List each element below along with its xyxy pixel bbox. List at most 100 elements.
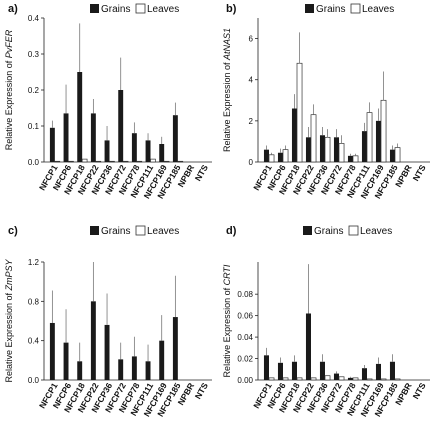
y-axis-label: Relative Expression of ZmPSY	[4, 258, 14, 382]
y-axis-label-prefix: Relative Expression of	[4, 290, 14, 382]
y-axis-label-gene: AtNAS1	[222, 28, 232, 61]
bar-grains	[77, 361, 83, 380]
y-tick-label: 0.00	[237, 376, 253, 385]
bar-leaves	[338, 376, 345, 381]
bar-grains	[277, 362, 283, 380]
panel-label: a)	[8, 3, 18, 15]
y-tick-label: 0.1	[28, 122, 40, 131]
bar-grains	[118, 90, 124, 162]
panel-label: b)	[226, 3, 237, 15]
y-axis-label-prefix: Relative Expression of	[222, 60, 232, 152]
bar-leaves	[394, 378, 401, 381]
y-tick-label: 6	[249, 35, 254, 44]
bar-leaves	[324, 375, 331, 381]
legend-swatch-leaves	[135, 225, 146, 236]
bar-grains	[49, 322, 55, 380]
y-axis-label-gene: PvFER	[4, 29, 14, 58]
bar-grains	[319, 135, 325, 162]
x-tick-label: NTS	[193, 163, 210, 183]
bar-grains	[333, 373, 339, 380]
bar-grains	[333, 137, 339, 162]
y-axis-label-gene: ZmPSY	[4, 258, 14, 291]
bar-leaves	[296, 377, 303, 381]
bar-grains	[90, 301, 96, 380]
panel-label: c)	[8, 225, 18, 237]
bar-grains	[172, 317, 178, 380]
bar-leaves	[338, 143, 345, 163]
x-tick-label: NTS	[411, 163, 428, 183]
bar-grains	[361, 131, 367, 162]
legend-label-grains: Grains	[101, 226, 130, 237]
bar-leaves	[310, 377, 317, 381]
bar-leaves	[268, 377, 275, 381]
legend-label-leaves: Leaves	[360, 226, 392, 237]
y-axis-label: Relative Expression of AtNAS1	[222, 28, 232, 152]
y-tick-label: 2	[249, 117, 254, 126]
x-tick-label: NTS	[411, 381, 428, 401]
legend-label-leaves: Leaves	[147, 226, 179, 237]
y-tick-label: 0.0	[28, 158, 40, 167]
y-tick-label: 4	[249, 76, 254, 85]
bar-grains	[104, 324, 110, 380]
bar-leaves	[122, 160, 129, 163]
bar-grains	[172, 115, 178, 162]
bar-leaves	[54, 160, 61, 163]
bar-leaves	[177, 160, 184, 163]
y-tick-label: 0.8	[28, 297, 40, 306]
bar-grains	[319, 361, 325, 380]
panel-label: d)	[226, 225, 237, 237]
y-axis-label-prefix: Relative Expression of	[222, 285, 232, 377]
bar-grains	[90, 113, 96, 162]
y-axis-label-gene: CRTI	[222, 264, 232, 285]
bar-leaves	[163, 160, 170, 163]
bar-leaves	[394, 147, 401, 163]
legend-swatch-grains	[90, 226, 99, 235]
bar-grains	[49, 127, 55, 162]
bar-grains	[131, 133, 137, 162]
bar-leaves	[366, 378, 373, 381]
bar-leaves	[380, 378, 387, 381]
bar-grains	[131, 356, 137, 380]
bar-grains	[305, 313, 311, 380]
legend-swatch-grains	[303, 226, 312, 235]
bar-grains	[389, 361, 395, 380]
bar-leaves	[352, 155, 359, 163]
bar-leaves	[268, 154, 275, 163]
y-tick-label: 0.4	[28, 14, 40, 23]
bar-leaves	[95, 160, 102, 163]
y-tick-label: 0	[249, 158, 254, 167]
bar-grains	[263, 149, 269, 162]
y-tick-label: 0.06	[237, 312, 253, 321]
bar-grains	[347, 377, 353, 380]
bar-leaves	[109, 160, 115, 163]
bar-grains	[263, 355, 269, 380]
bar-grains	[277, 152, 283, 162]
y-tick-label: 0.4	[28, 337, 40, 346]
y-tick-label: 0.04	[237, 333, 253, 342]
y-tick-label: 0.0	[28, 376, 40, 385]
bar-leaves	[136, 160, 143, 163]
chart-panel-4: d) Grains Leaves 0.00 0.02 0.04 0.06 0.08 Relati…	[222, 225, 430, 418]
legend-label-grains: Grains	[101, 4, 130, 15]
legend-label-leaves: Leaves	[147, 4, 179, 15]
bar-grains	[118, 359, 124, 380]
chart-panel-2: b) Grains Leaves 0 2 4 6 Relative Expression of…	[222, 3, 430, 200]
y-tick-label: 0.3	[28, 50, 40, 59]
legend-label-grains: Grains	[316, 4, 345, 15]
bar-grains	[77, 72, 83, 162]
bar-grains	[63, 342, 69, 380]
chart-panel-1: a) Grains Leaves 0.0 0.1 0.2 0.3 0.4 Relative Ex…	[4, 3, 212, 200]
y-axis-label-prefix: Relative Expression of	[4, 58, 14, 150]
bar-leaves	[296, 62, 303, 163]
x-tick-label: NTS	[193, 381, 210, 401]
bar-grains	[291, 361, 297, 380]
bar-grains	[389, 149, 395, 162]
legend-label-grains: Grains	[314, 226, 343, 237]
legend-label-leaves: Leaves	[362, 4, 394, 15]
bar-grains	[159, 144, 165, 162]
bar-leaves	[282, 377, 289, 381]
chart-panel-3: c) Grains Leaves 0.0 0.4 0.8 1.2 Relative Expre…	[4, 225, 212, 418]
bar-leaves	[380, 99, 387, 163]
bar-grains	[159, 340, 165, 380]
